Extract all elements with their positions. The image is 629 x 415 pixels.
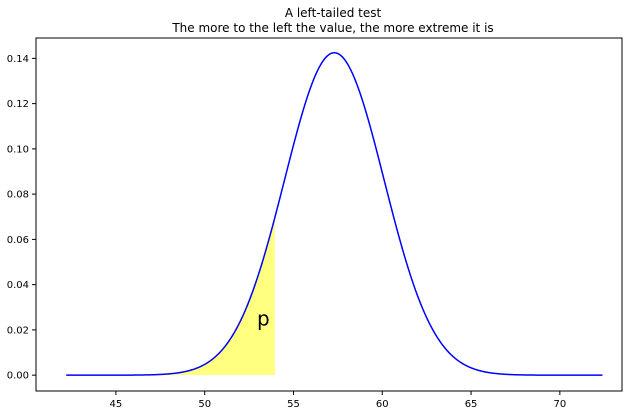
x-tick-label: 65 — [465, 399, 478, 410]
y-tick-label: 0.14 — [7, 54, 29, 65]
y-tick-label: 0.10 — [7, 144, 29, 155]
x-tick-label: 70 — [553, 399, 566, 410]
y-axis: 0.00 0.02 0.04 0.06 0.08 0.10 0.12 0.14 — [7, 54, 36, 382]
x-axis: 45 50 55 60 65 70 — [110, 391, 566, 410]
plot-area: p — [66, 51, 603, 376]
y-tick-label: 0.12 — [7, 99, 29, 110]
y-tick-label: 0.08 — [7, 190, 29, 201]
chart-subtitle: The more to the left the value, the more… — [171, 21, 493, 35]
y-tick-label: 0.06 — [7, 235, 29, 246]
density-curve — [66, 51, 603, 376]
y-tick-label: 0.00 — [7, 371, 29, 382]
y-tick-label: 0.04 — [7, 280, 29, 291]
x-tick-label: 50 — [198, 399, 211, 410]
x-tick-label: 60 — [376, 399, 389, 410]
p-value-label: p — [257, 306, 270, 330]
shaded-tail-area — [66, 217, 275, 376]
x-tick-label: 45 — [110, 399, 123, 410]
x-tick-label: 55 — [287, 399, 300, 410]
y-tick-label: 0.02 — [7, 325, 29, 336]
plot-frame — [35, 37, 623, 392]
chart-title: A left-tailed test — [285, 6, 382, 20]
